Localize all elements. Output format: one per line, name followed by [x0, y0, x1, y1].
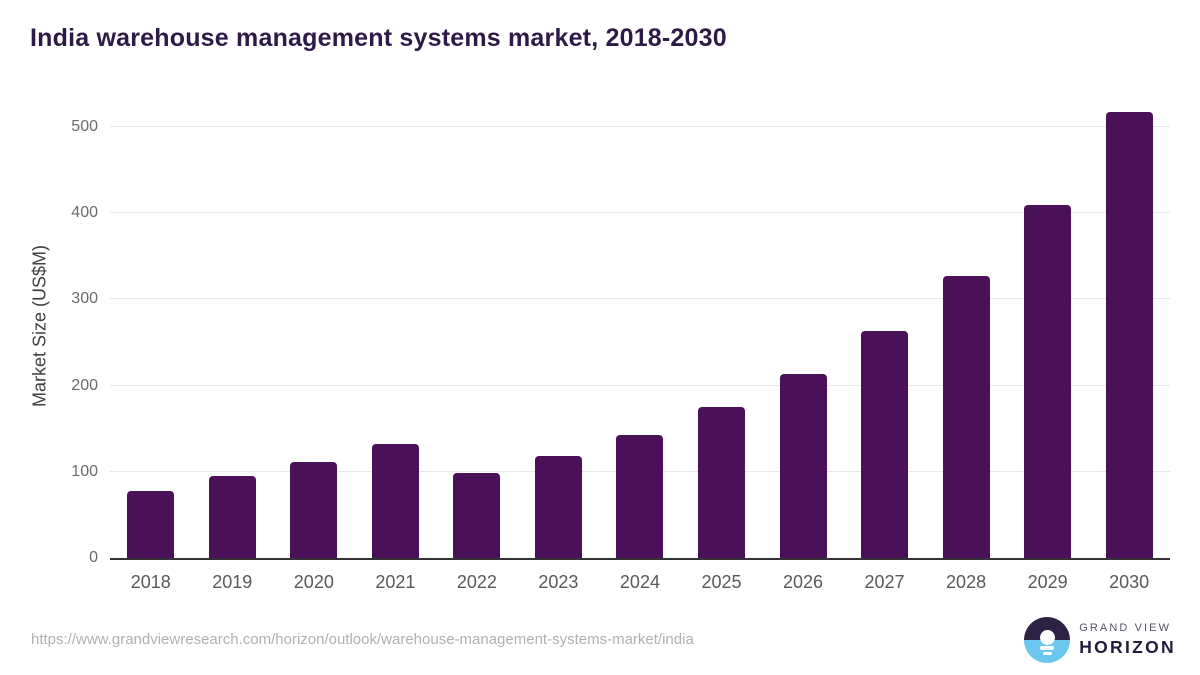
logo-reflection-bar-2 — [1042, 651, 1052, 655]
x-tick-label-2025: 2025 — [701, 572, 742, 592]
chart-title: India warehouse management systems marke… — [30, 24, 727, 52]
gridline-300 — [110, 298, 1170, 300]
bar-2025[interactable] — [697, 407, 745, 558]
horizon-sun-icon — [1024, 617, 1071, 663]
y-tick-label-300: 300 — [71, 290, 98, 308]
bar-2030[interactable] — [1105, 112, 1153, 558]
gridline-500 — [110, 125, 1170, 127]
x-tick-label-2023: 2023 — [538, 572, 579, 592]
x-tick-label-2029: 2029 — [1027, 572, 1068, 592]
x-tick-label-2028: 2028 — [946, 572, 987, 592]
x-tick-label-2018: 2018 — [130, 572, 171, 592]
logo-sun-circle — [1039, 630, 1055, 645]
logo-product-name: HORIZON — [1079, 637, 1176, 657]
x-tick-label-2027: 2027 — [864, 572, 905, 592]
bar-slot-2029 — [1007, 100, 1089, 558]
bar-slot-2027 — [844, 100, 926, 558]
bar-2024[interactable] — [616, 434, 664, 558]
bar-slot-2019 — [192, 100, 274, 558]
x-tick-label-2024: 2024 — [619, 572, 660, 592]
grand-view-horizon-logo: GRAND VIEW HORIZON — [1024, 617, 1176, 663]
bar-slot-2021 — [355, 100, 437, 558]
bar-slot-2025 — [681, 100, 763, 558]
bar-slot-2026 — [762, 100, 844, 558]
x-tick-label-2019: 2019 — [212, 572, 253, 592]
y-tick-label-200: 200 — [71, 376, 98, 394]
bar-2028[interactable] — [942, 275, 990, 558]
gridline-400 — [110, 212, 1170, 213]
y-tick-label-500: 500 — [71, 117, 98, 135]
x-axis-line — [110, 558, 1170, 560]
source-url: https://www.grandviewresearch.com/horizo… — [31, 631, 694, 648]
bar-slot-2030 — [1088, 100, 1170, 558]
bar-slot-2023 — [518, 100, 600, 558]
y-tick-label-0: 0 — [89, 549, 98, 566]
x-tick-label-2021: 2021 — [375, 572, 416, 592]
bar-2027[interactable] — [861, 331, 909, 558]
logo-text: GRAND VIEW HORIZON — [1079, 622, 1176, 658]
bar-2018[interactable] — [127, 490, 175, 558]
bar-2026[interactable] — [779, 374, 827, 558]
bar-2021[interactable] — [371, 444, 419, 558]
bars-layer — [110, 100, 1170, 558]
y-tick-label-100: 100 — [71, 462, 98, 480]
x-tick-label-2020: 2020 — [293, 572, 334, 592]
bar-2020[interactable] — [290, 462, 338, 558]
logo-brand-name: GRAND VIEW — [1079, 622, 1172, 634]
bar-slot-2024 — [599, 100, 681, 558]
bar-2019[interactable] — [208, 476, 256, 558]
y-tick-label-400: 400 — [71, 204, 98, 221]
bar-2022[interactable] — [453, 472, 501, 558]
gridline-200 — [110, 384, 1170, 386]
x-tick-label-2026: 2026 — [782, 572, 824, 592]
logo-sky-half — [1024, 617, 1071, 640]
bar-2029[interactable] — [1024, 205, 1072, 558]
x-axis-labels: 2018 2019 2020 2021 2022 2023 2024 2025 2026 2027… — [110, 572, 1170, 593]
x-tick-label-2022: 2022 — [456, 572, 497, 592]
bar-2023[interactable] — [534, 456, 582, 558]
plot-area: 0 100 200 300 400 500 2018 2019 2020 2021 2022 202… — [71, 100, 1170, 592]
x-tick-label-2030: 2030 — [1109, 572, 1150, 592]
bar-slot-2028 — [925, 100, 1007, 558]
bar-slot-2018 — [110, 100, 192, 558]
bar-slot-2020 — [273, 100, 355, 558]
bar-slot-2022 — [436, 100, 518, 558]
logo-reflection-bar-1 — [1040, 646, 1055, 650]
